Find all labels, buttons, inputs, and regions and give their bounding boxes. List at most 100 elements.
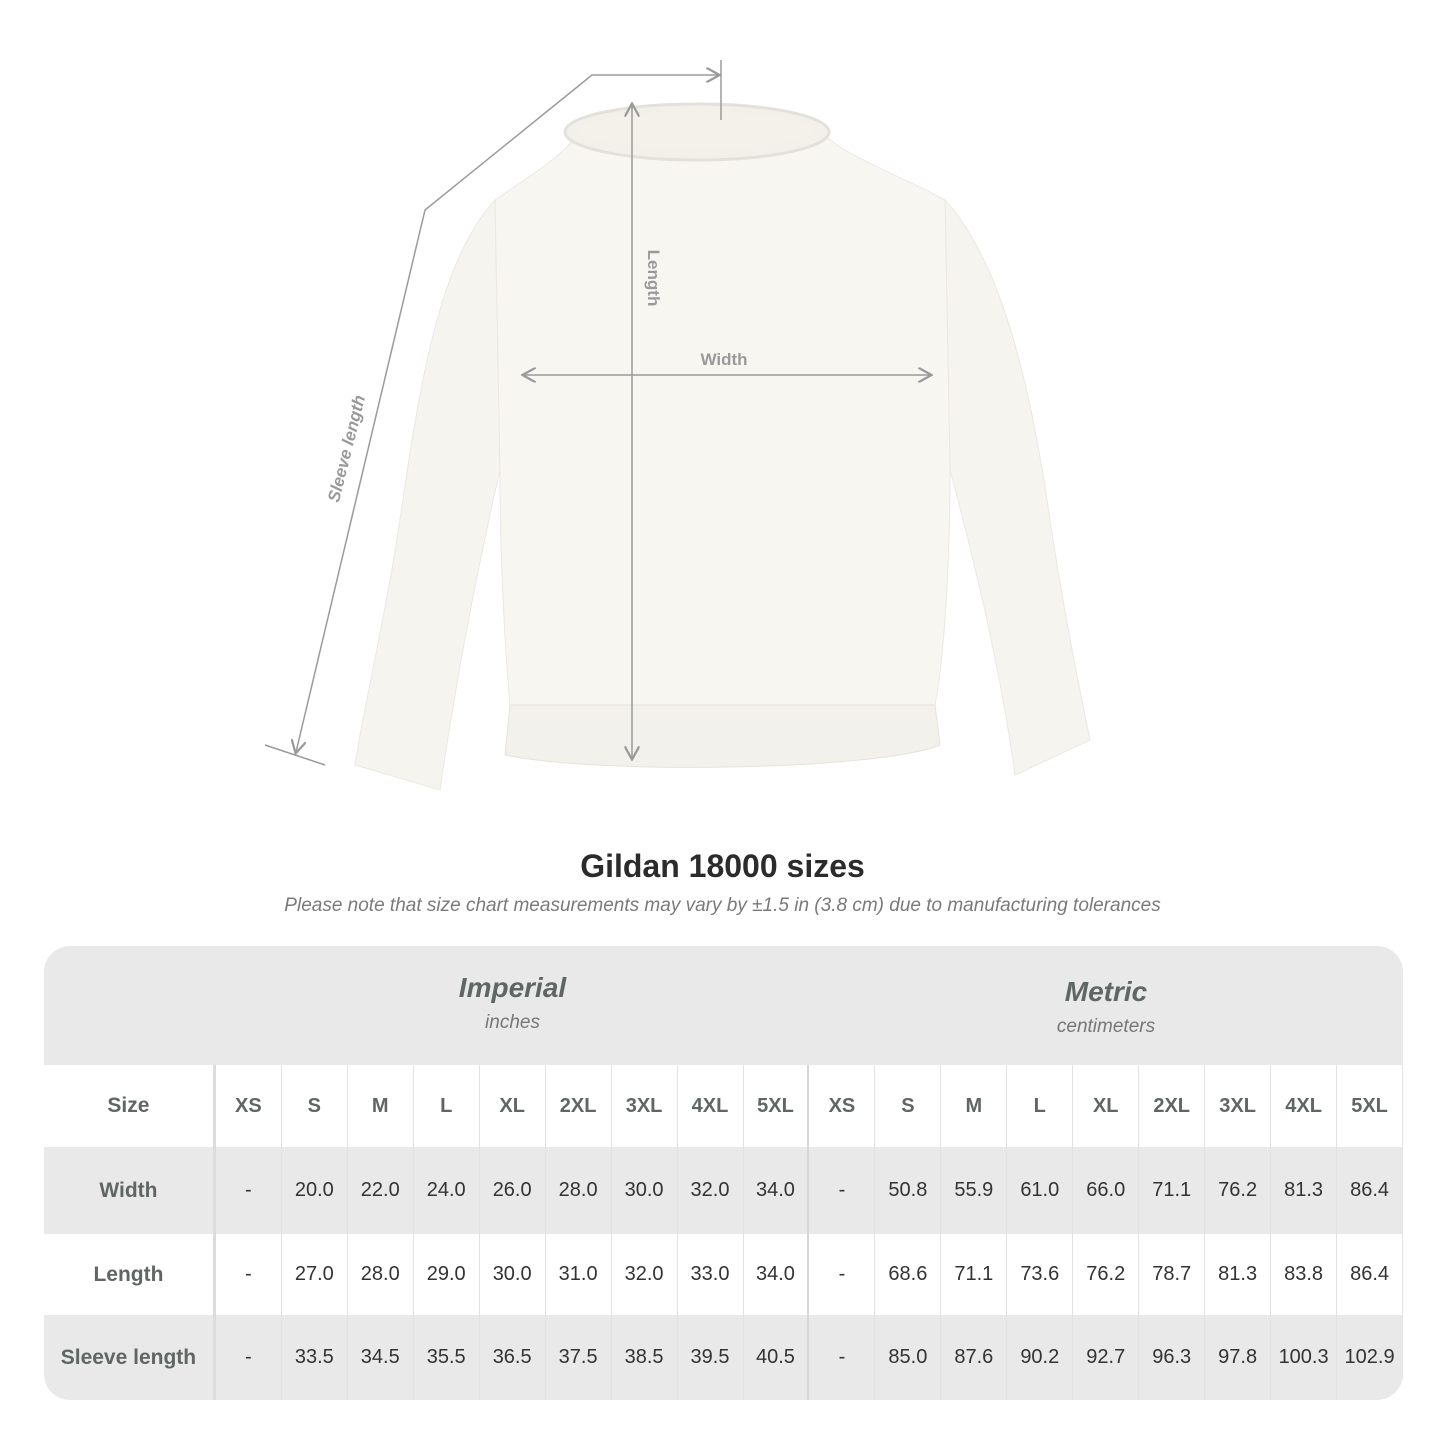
measurement-lines [264, 60, 930, 766]
imperial-value-cell: 24.0 [414, 1147, 480, 1234]
imperial-value-cell: 30.0 [480, 1234, 546, 1315]
metric-value-cell: 73.6 [1007, 1234, 1074, 1315]
sleeve-bottom-tick [264, 744, 326, 766]
table-row: Length -27.0 28.0 29.0 30.0 31.0 32.0 33.0 34.0-… [44, 1234, 1403, 1315]
imperial-value-cell: 34.0 [744, 1234, 810, 1315]
imperial-value-cell: - [216, 1234, 282, 1315]
sleeve-length-label: Sleeve length [324, 393, 369, 504]
imperial-value-cell: 33.0 [678, 1234, 744, 1315]
imperial-value-cell: 22.0 [348, 1147, 414, 1234]
imperial-value-cell: 34.0 [744, 1147, 810, 1234]
metric-size-header: M [941, 1065, 1008, 1147]
metric-value-cell: 87.6 [941, 1315, 1008, 1400]
imperial-value-cell: 32.0 [612, 1234, 678, 1315]
metric-size-header: XS [809, 1065, 876, 1147]
imperial-value-cell: 36.5 [480, 1315, 546, 1400]
row-label: Length [44, 1234, 216, 1315]
row-label: Width [44, 1147, 216, 1234]
metric-size-header: 5XL [1337, 1065, 1403, 1147]
metric-value-cell: 100.3 [1271, 1315, 1338, 1400]
size-header-row: Size XS S M L XL 2XL 3XL 4XL 5XL XS S M L XL 2XL 3XL 4XL 5… [44, 1065, 1403, 1147]
imperial-value-cell: 27.0 [282, 1234, 348, 1315]
imperial-size-header: 3XL [612, 1065, 678, 1147]
imperial-value-cell: 28.0 [546, 1147, 612, 1234]
imperial-size-header: M [348, 1065, 414, 1147]
metric-unit: centimeters [1056, 1016, 1156, 1037]
metric-size-header: XL [1073, 1065, 1140, 1147]
hem [504, 704, 941, 768]
imperial-value-cell: 40.5 [744, 1315, 810, 1400]
metric-value-cell: 61.0 [1007, 1147, 1074, 1234]
right-sleeve [944, 198, 1091, 776]
imperial-size-header: 2XL [546, 1065, 612, 1147]
metric-value-cell: 76.2 [1205, 1147, 1272, 1234]
metric-value-cell: 85.0 [875, 1315, 942, 1400]
row-label: Sleeve length [44, 1315, 216, 1400]
metric-value-cell: 90.2 [1007, 1315, 1074, 1400]
metric-value-cell: 50.8 [875, 1147, 942, 1234]
imperial-value-cell: 37.5 [546, 1315, 612, 1400]
metric-value-cell: 71.1 [941, 1234, 1008, 1315]
metric-header: Metric centimeters [809, 946, 1403, 1065]
metric-size-header: 4XL [1271, 1065, 1338, 1147]
table-row: Width -20.0 22.0 24.0 26.0 28.0 30.0 32.0 34.0-5… [44, 1147, 1403, 1234]
sweatshirt-diagram: Length Width Sleeve length [264, 60, 1091, 791]
imperial-size-header: XS [216, 1065, 282, 1147]
tolerance-note: Please note that size chart measurements… [284, 895, 1161, 916]
imperial-size-header: L [414, 1065, 480, 1147]
neck-opening [579, 112, 815, 148]
metric-value-cell: 78.7 [1139, 1234, 1206, 1315]
table-row: Sleeve length -33.5 34.5 35.5 36.5 37.5 38.5 39… [44, 1315, 1403, 1400]
imperial-value-cell: 38.5 [612, 1315, 678, 1400]
metric-value-cell: 92.7 [1073, 1315, 1140, 1400]
imperial-value-cell: 39.5 [678, 1315, 744, 1400]
metric-value-cell: 102.9 [1337, 1315, 1403, 1400]
body [494, 129, 951, 706]
metric-value-cell: 96.3 [1139, 1315, 1206, 1400]
metric-value-cell: 86.4 [1337, 1234, 1403, 1315]
length-label: Length [644, 250, 663, 307]
metric-value-cell: 86.4 [1337, 1147, 1403, 1234]
imperial-header: Imperial inches [216, 946, 809, 1065]
sleeve-line [296, 75, 718, 752]
metric-value-cell: 97.8 [1205, 1315, 1272, 1400]
imperial-value-cell: 31.0 [546, 1234, 612, 1315]
metric-value-cell: - [809, 1234, 876, 1315]
imperial-value-cell: 28.0 [348, 1234, 414, 1315]
chart-title: Gildan 18000 sizes [580, 848, 865, 884]
imperial-size-header: 5XL [744, 1065, 810, 1147]
metric-value-cell: 83.8 [1271, 1234, 1338, 1315]
size-table: Imperial inches Metric centimeters Size X… [44, 946, 1403, 1400]
imperial-size-header: 4XL [678, 1065, 744, 1147]
sweatshirt-image [354, 102, 1091, 791]
metric-value-cell: 81.3 [1205, 1234, 1272, 1315]
imperial-value-cell: 26.0 [480, 1147, 546, 1234]
metric-value-cell: - [809, 1315, 876, 1400]
metric-title: Metric [1064, 976, 1148, 1007]
metric-value-cell: - [809, 1147, 876, 1234]
width-label: Width [700, 350, 747, 369]
metric-value-cell: 71.1 [1139, 1147, 1206, 1234]
metric-size-header: 2XL [1139, 1065, 1206, 1147]
imperial-value-cell: 35.5 [414, 1315, 480, 1400]
metric-value-cell: 55.9 [941, 1147, 1008, 1234]
metric-value-cell: 76.2 [1073, 1234, 1140, 1315]
imperial-value-cell: 30.0 [612, 1147, 678, 1234]
imperial-value-cell: 20.0 [282, 1147, 348, 1234]
imperial-value-cell: 29.0 [414, 1234, 480, 1315]
imperial-value-cell: - [216, 1147, 282, 1234]
imperial-value-cell: 34.5 [348, 1315, 414, 1400]
metric-size-header: S [875, 1065, 942, 1147]
left-sleeve [354, 198, 501, 791]
metric-value-cell: 81.3 [1271, 1147, 1338, 1234]
metric-size-header: L [1007, 1065, 1074, 1147]
imperial-value-cell: - [216, 1315, 282, 1400]
size-label: Size [44, 1065, 216, 1147]
metric-value-cell: 66.0 [1073, 1147, 1140, 1234]
metric-size-header: 3XL [1205, 1065, 1272, 1147]
imperial-size-header: S [282, 1065, 348, 1147]
imperial-size-header: XL [480, 1065, 546, 1147]
imperial-value-cell: 32.0 [678, 1147, 744, 1234]
metric-value-cell: 68.6 [875, 1234, 942, 1315]
imperial-value-cell: 33.5 [282, 1315, 348, 1400]
